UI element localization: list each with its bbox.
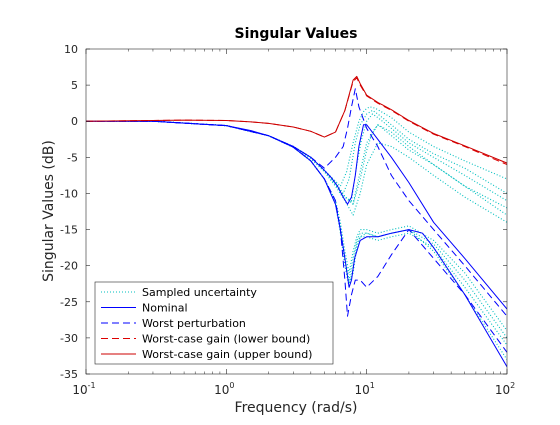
plot-frame [85, 48, 508, 375]
series-sampled-uncertainty-line [86, 120, 507, 223]
y-tick-label: -5 [67, 151, 78, 164]
y-tick-label: -10 [60, 187, 78, 200]
y-tick-label: 0 [71, 115, 78, 128]
series-lines [86, 75, 507, 368]
x-tick-label: 102 [495, 381, 515, 397]
legend-label-sampled-uncertainty: Sampled uncertainty [142, 286, 257, 299]
legend-label-nominal: Nominal [142, 302, 188, 315]
y-tick-label: -35 [60, 368, 78, 381]
y-tick-label: -30 [60, 332, 78, 345]
y-tick-label: -20 [60, 260, 78, 273]
chart-title: Singular Values [235, 26, 358, 42]
y-tick-label: 10 [64, 43, 78, 56]
x-tick-label: 10-1 [72, 381, 95, 397]
series-worst-case-gain-upper-bound-line [86, 75, 507, 164]
x-axis: 10-1 100 101 102 [72, 49, 515, 397]
y-tick-label: 5 [71, 79, 78, 92]
x-tick-label: 101 [354, 381, 374, 397]
legend-label-worst-perturbation: Worst perturbation [142, 317, 246, 330]
series-sampled-uncertainty-line [86, 106, 507, 187]
x-axis-label: Frequency (rad/s) [235, 400, 358, 416]
series-sampled-uncertainty-line [86, 120, 507, 209]
y-axis: 10 5 0 -5 -10 -15 -20 -25 -30 -35 [60, 43, 507, 381]
legend: Sampled uncertainty Nominal Worst perturba… [94, 281, 334, 365]
legend-label-worst-case-gain-lower-bound: Worst-case gain (lower bound) [142, 333, 310, 346]
series-worst-perturbation-line [86, 120, 507, 353]
y-axis-label: Singular Values (dB) [41, 140, 57, 282]
legend-items: Sampled uncertainty Nominal Worst perturba… [101, 286, 312, 361]
y-tick-label: -15 [60, 224, 78, 237]
series-nominal-line [86, 120, 507, 368]
y-tick-label: -25 [60, 296, 78, 309]
x-tick-label: 100 [214, 381, 234, 397]
legend-label-worst-case-gain-upper-bound: Worst-case gain (upper bound) [142, 348, 312, 361]
